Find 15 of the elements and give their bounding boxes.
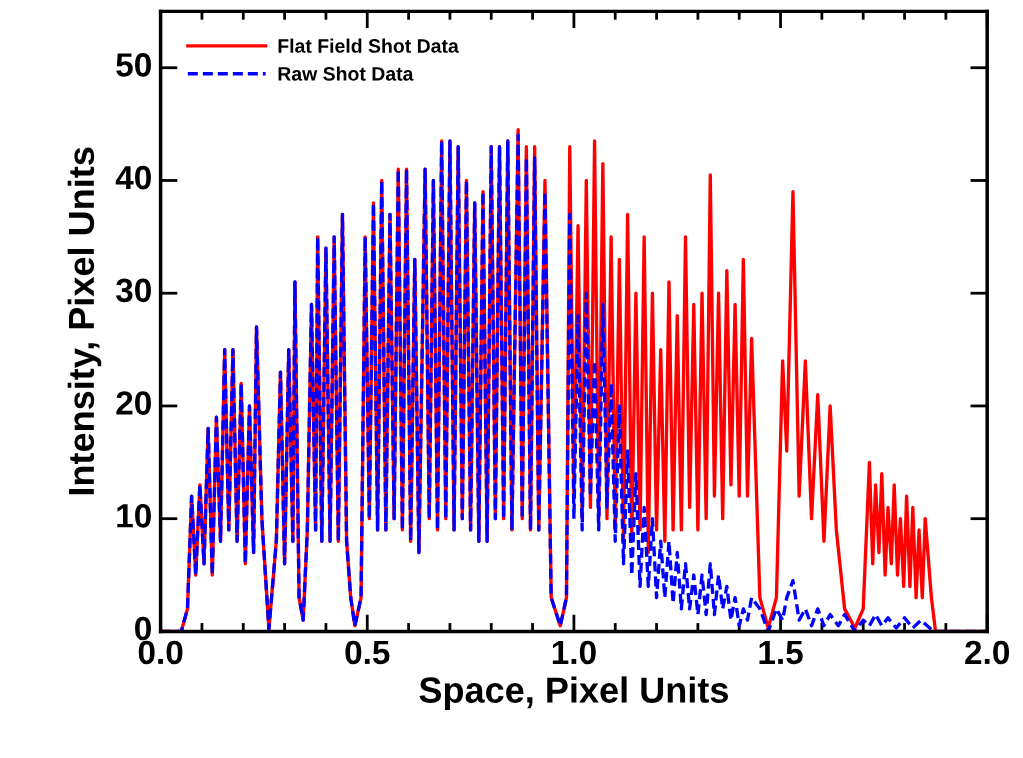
y-tick-label: 30 [115,278,151,303]
legend-label: Raw Shot Data [278,66,414,81]
x-tick-label: 0.0 [138,640,183,665]
y-tick-label: 50 [116,53,151,77]
legend-label: Flat Field Shot Data [278,38,459,53]
x-tick-label: 1.0 [552,640,596,665]
y-tick-label: 0 [135,616,151,641]
y-tick-label: 10 [117,504,151,528]
x-tick-label: 2.0 [965,640,1009,665]
x-tick-label: 1.5 [759,640,803,665]
x-axis-title: Space, Pixel Units [419,676,728,711]
y-tick-label: 40 [115,165,151,190]
y-tick-label: 20 [116,391,151,415]
x-tick-label: 0.5 [345,640,390,665]
y-axis-title: Intensity, Pixel Units [67,147,102,495]
